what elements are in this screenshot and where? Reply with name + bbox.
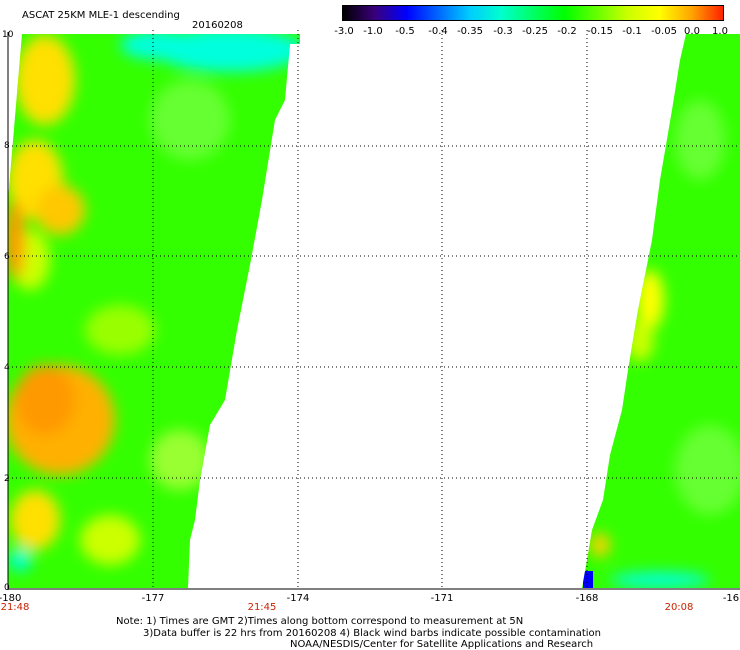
colorbar-label: -0.5 bbox=[395, 26, 415, 37]
lon-label: -168 bbox=[576, 593, 599, 604]
lat-labels: 10 8 6 4 2 0 bbox=[2, 30, 14, 593]
lon-label: -180 bbox=[0, 593, 21, 604]
left-swath bbox=[8, 34, 300, 588]
plot-date: 20160208 bbox=[192, 20, 243, 31]
colorbar bbox=[342, 5, 724, 21]
lat-label: 2 bbox=[4, 474, 10, 484]
colorbar-label: -0.1 bbox=[622, 26, 642, 37]
colorbar-label: -1.0 bbox=[363, 26, 383, 37]
map-grid bbox=[8, 30, 740, 588]
lon-labels: -180 -177 -174 -171 -168 -16 bbox=[0, 593, 739, 604]
colorbar-label: -0.3 bbox=[493, 26, 513, 37]
lon-label: -174 bbox=[287, 593, 310, 604]
lon-label: -171 bbox=[431, 593, 454, 604]
colorbar-label: -0.2 bbox=[557, 26, 577, 37]
lat-label: 8 bbox=[4, 141, 10, 151]
time-label: 21:48 bbox=[1, 602, 30, 613]
note-line-3: NOAA/NESDIS/Center for Satellite Applica… bbox=[290, 639, 594, 650]
colorbar-label: -3.0 bbox=[334, 26, 354, 37]
lat-label: 0 bbox=[4, 583, 10, 593]
note-line-1: Note: 1) Times are GMT 2)Times along bot… bbox=[116, 616, 524, 627]
note-line-2: 3)Data buffer is 22 hrs from 20160208 4)… bbox=[143, 628, 601, 639]
lat-label: 4 bbox=[4, 363, 10, 373]
colorbar-label: -0.4 bbox=[428, 26, 448, 37]
lat-label: 10 bbox=[2, 30, 14, 40]
time-label: 21:45 bbox=[248, 602, 277, 613]
colorbar-label: -0.15 bbox=[587, 26, 613, 37]
lat-label: 6 bbox=[4, 252, 10, 262]
colorbar-label: -0.25 bbox=[522, 26, 548, 37]
right-swath bbox=[582, 34, 740, 588]
time-label: 20:08 bbox=[665, 602, 694, 613]
colorbar-label: 0.0 bbox=[684, 26, 700, 37]
lon-label: -177 bbox=[142, 593, 165, 604]
time-labels: 21:48 21:45 20:08 bbox=[1, 602, 694, 613]
lon-label: -16 bbox=[723, 593, 739, 604]
colorbar-label: 1.0 bbox=[712, 26, 728, 37]
colorbar-label: -0.05 bbox=[651, 26, 677, 37]
plot-title: ASCAT 25KM MLE-1 descending bbox=[22, 10, 180, 21]
colorbar-label: -0.35 bbox=[457, 26, 483, 37]
